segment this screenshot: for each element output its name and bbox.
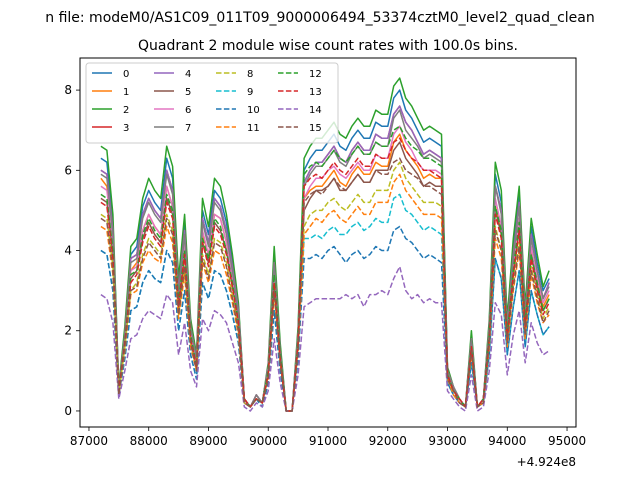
y-tick-label: 4 [64,244,72,258]
legend-label-14: 14 [309,105,322,116]
x-tick-label: 90000 [249,434,287,448]
legend-label-5: 5 [185,87,191,98]
x-tick-label: 92000 [369,434,407,448]
x-tick-label: 89000 [189,434,227,448]
legend-label-0: 0 [123,69,129,80]
legend-label-3: 3 [123,123,129,134]
legend-label-15: 15 [309,123,322,134]
x-tick-label: 87000 [70,434,108,448]
x-axis-offset-text: +4.924e8 [517,455,576,469]
legend-label-9: 9 [247,87,253,98]
legend-label-11: 11 [247,123,260,134]
series-line-14 [100,265,550,412]
y-tick-label: 0 [64,404,72,418]
x-tick-label: 91000 [309,434,347,448]
legend-label-8: 8 [247,69,253,80]
legend-box [85,62,339,144]
legend-label-1: 1 [123,87,129,98]
x-tick-label: 95000 [548,434,586,448]
series-line-15 [100,157,550,412]
figure-suptitle: n file: modeM0/AS1C09_011T09_9000006494_… [45,10,594,26]
legend-label-4: 4 [185,69,191,80]
legend-label-13: 13 [309,87,322,98]
x-tick-label: 94000 [488,434,526,448]
series-line-13 [100,137,550,412]
y-axis: 0 2 4 6 8 [64,83,80,418]
legend-label-6: 6 [185,105,191,116]
legend-label-10: 10 [247,105,260,116]
legend-label-7: 7 [185,123,191,134]
y-tick-label: 2 [64,324,72,338]
chart-title: Quadrant 2 module wise count rates with … [138,38,518,54]
y-tick-label: 6 [64,163,72,177]
x-axis: 87000 88000 89000 90000 91000 92000 93000 94000… [70,427,586,448]
x-tick-label: 93000 [428,434,466,448]
y-tick-label: 8 [64,83,72,97]
legend-label-2: 2 [123,105,129,116]
legend-label-12: 12 [309,69,322,80]
x-tick-label: 88000 [130,434,168,448]
